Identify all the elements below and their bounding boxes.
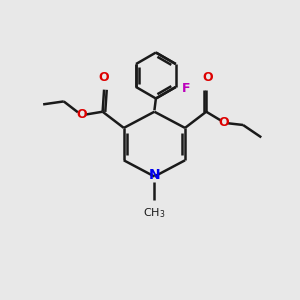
Text: F: F (182, 82, 190, 95)
Text: O: O (76, 108, 87, 121)
Text: O: O (99, 71, 110, 84)
Text: N: N (148, 168, 160, 182)
Text: O: O (219, 116, 229, 128)
Text: O: O (202, 71, 213, 84)
Text: CH$_3$: CH$_3$ (143, 206, 166, 220)
